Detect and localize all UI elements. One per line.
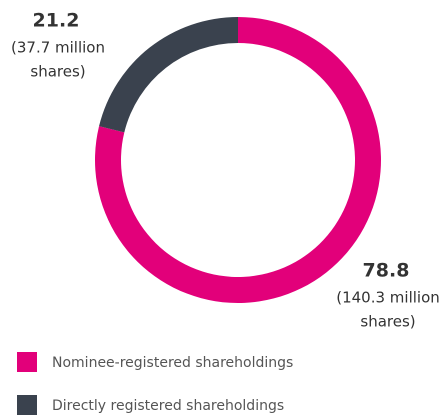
value-sublabel: (140.3 million [336,289,439,307]
value-sublabel: shares) [30,63,85,81]
value-sublabel: (37.7 million [11,39,105,57]
value-label: 78.8 [363,260,410,282]
value-label: 21.2 [33,10,80,32]
value-sublabel: shares) [360,313,415,331]
donut-slice [99,17,238,133]
legend-label: Nominee-registered shareholdings [52,355,293,371]
legend-label: Directly registered shareholdings [52,398,284,414]
legend-swatch [17,395,37,415]
legend-swatch [17,352,37,372]
